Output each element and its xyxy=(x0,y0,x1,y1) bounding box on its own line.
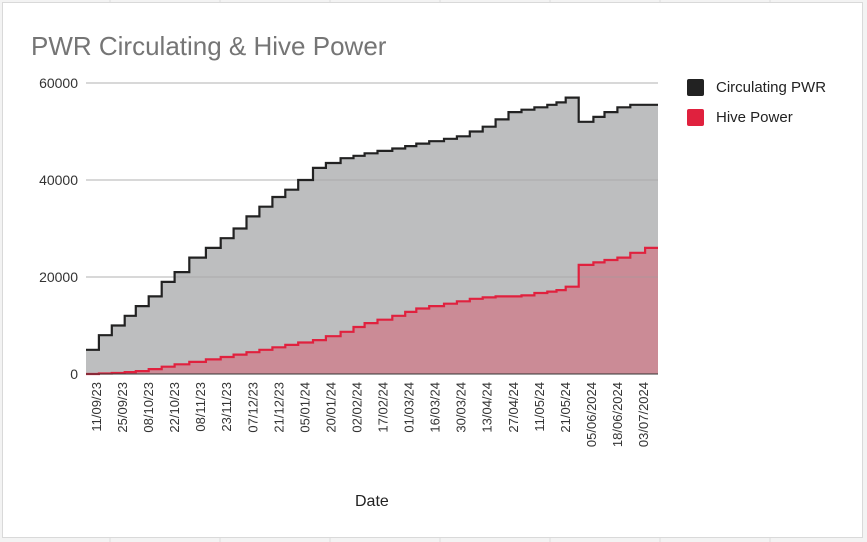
x-axis-title: Date xyxy=(355,493,389,510)
x-tick-label: 21/05/24 xyxy=(558,382,573,433)
legend-swatch-circulating-pwr xyxy=(687,78,704,96)
chart-title: PWR Circulating & Hive Power xyxy=(31,31,387,61)
x-tick-label: 30/03/24 xyxy=(454,382,469,433)
chart-plot: 0 20000 40000 60000 11/09/23 25/09/23 08/10/23… xyxy=(39,75,658,447)
x-tick-label: 22/10/23 xyxy=(167,382,182,433)
x-tick-label: 11/09/23 xyxy=(89,382,104,432)
y-tick-label: 40000 xyxy=(39,172,78,188)
x-tick-label: 01/03/24 xyxy=(402,382,417,433)
x-tick-label: 16/03/24 xyxy=(428,382,443,433)
x-tick-label: 21/12/23 xyxy=(271,382,286,433)
x-tick-label: 13/04/24 xyxy=(480,382,495,433)
x-tick-label: 03/07/2024 xyxy=(636,382,651,447)
x-tick-label: 08/11/23 xyxy=(193,382,208,432)
legend-swatch-hive-power xyxy=(687,108,704,126)
area-fill-hive-power xyxy=(86,247,658,374)
series-line-circulating-pwr xyxy=(86,96,658,351)
x-tick-label: 20/01/24 xyxy=(323,382,338,433)
y-tick-label: 0 xyxy=(70,366,78,382)
x-tick-label: 07/12/23 xyxy=(245,382,260,433)
x-tick-label: 05/06/2024 xyxy=(584,382,599,447)
legend-label-hive-power: Hive Power xyxy=(716,108,793,126)
x-tick-label: 18/06/2024 xyxy=(610,382,625,447)
x-tick-label: 27/04/24 xyxy=(506,382,521,433)
legend-label-circulating-pwr: Circulating PWR xyxy=(716,78,827,96)
y-tick-label: 60000 xyxy=(39,75,78,91)
legend-item-hive-power[interactable]: Hive Power xyxy=(687,107,826,127)
y-tick-label: 20000 xyxy=(39,269,78,285)
x-tick-label: 17/02/24 xyxy=(376,382,391,433)
x-tick-label: 02/02/24 xyxy=(350,382,365,433)
x-tick-label: 05/01/24 xyxy=(297,382,312,433)
legend[interactable]: Circulating PWR Hive Power xyxy=(687,77,826,137)
legend-item-circulating-pwr[interactable]: Circulating PWR xyxy=(687,77,826,97)
x-tick-label: 08/10/23 xyxy=(141,382,156,433)
series-line-hive-power xyxy=(86,246,658,376)
x-tick-label: 23/11/23 xyxy=(219,382,234,432)
x-tick-label: 25/09/23 xyxy=(115,382,130,433)
x-tick-label: 11/05/24 xyxy=(532,382,547,432)
